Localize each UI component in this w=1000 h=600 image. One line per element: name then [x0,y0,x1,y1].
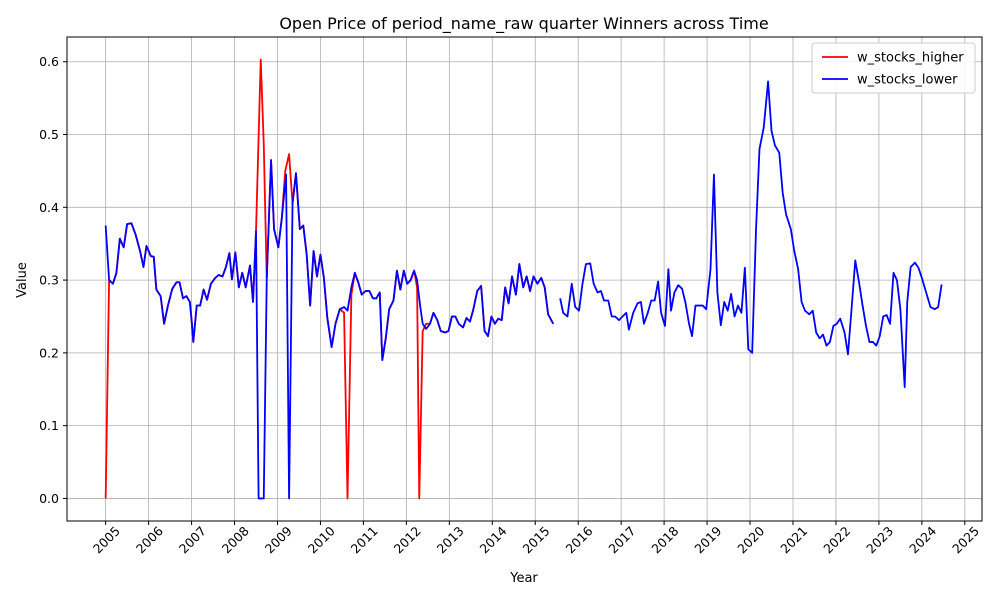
y-axis-label: Value [15,262,30,298]
y-tick-label: 0.0 [39,491,59,506]
legend-box [811,42,976,94]
x-axis-label: Year [509,571,538,586]
legend: w_stocks_higher w_stocks_lower [811,42,976,94]
legend-label: w_stocks_higher [857,51,964,66]
y-tick-label: 0.4 [39,200,59,215]
y-tick-label: 0.1 [39,418,59,433]
chart-title: Open Price of period_name_raw quarter Wi… [279,14,768,34]
y-tick-label: 0.3 [39,273,59,288]
y-tick-label: 0.6 [39,54,59,69]
series-line-w_stocks_lower [104,80,943,500]
axes-frame [66,36,983,522]
y-tick-label: 0.5 [39,127,59,142]
y-tick-label: 0.2 [39,345,59,360]
legend-label: w_stocks_lower [857,73,958,88]
